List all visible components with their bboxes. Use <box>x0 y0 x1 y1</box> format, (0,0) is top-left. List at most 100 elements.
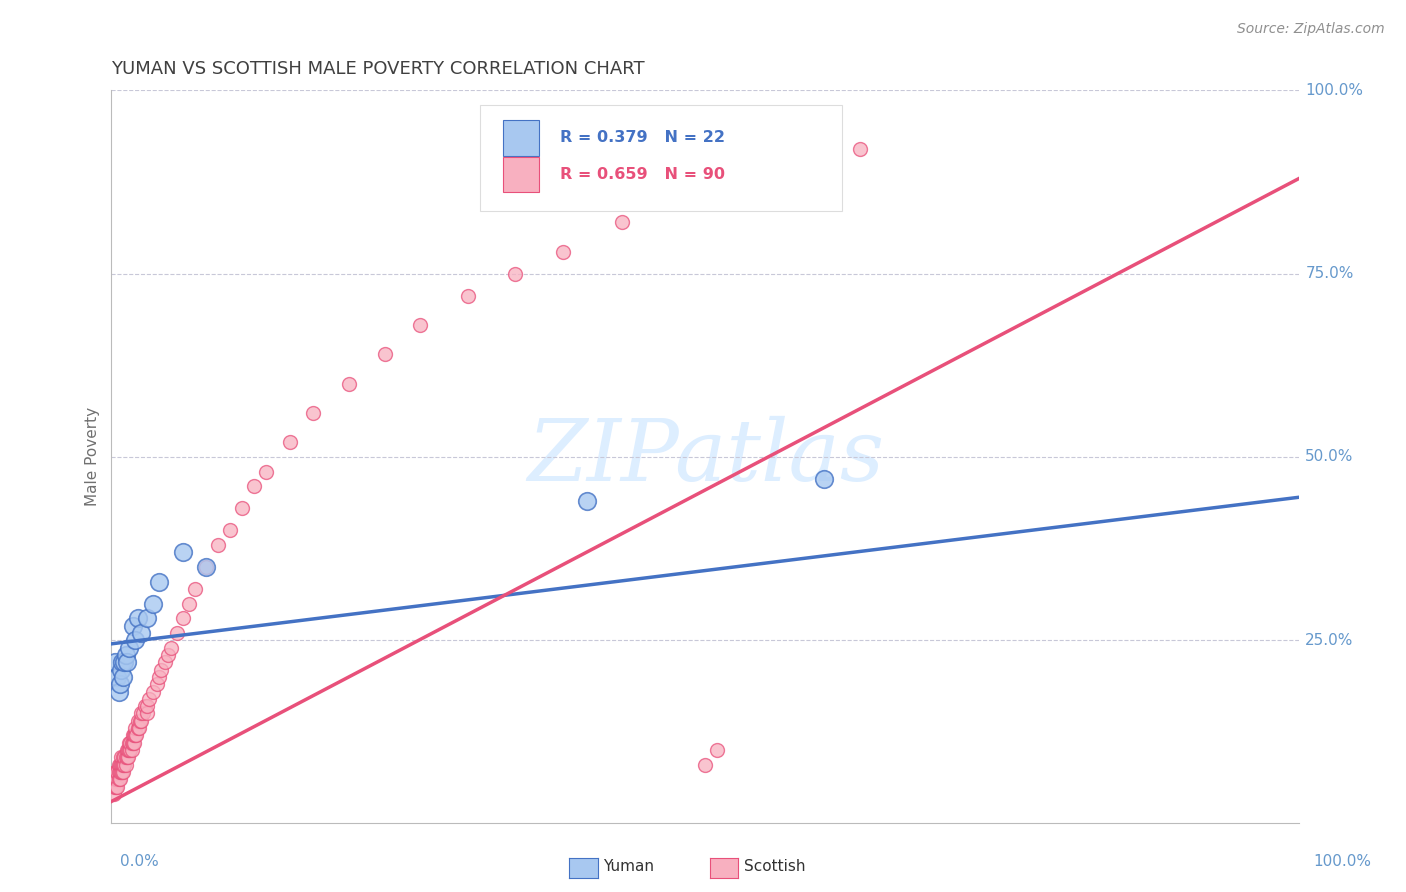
Point <box>121 729 143 743</box>
Point <box>166 625 188 640</box>
Point <box>789 156 811 170</box>
Point <box>115 750 138 764</box>
Text: 0.0%: 0.0% <box>120 855 159 869</box>
Point <box>148 670 170 684</box>
Point <box>254 465 277 479</box>
Text: YUMAN VS SCOTTISH MALE POVERTY CORRELATION CHART: YUMAN VS SCOTTISH MALE POVERTY CORRELATI… <box>111 60 645 78</box>
Point <box>108 677 131 691</box>
Text: 75.0%: 75.0% <box>1305 266 1354 281</box>
Point <box>195 559 218 574</box>
Point <box>124 729 146 743</box>
Point <box>111 757 134 772</box>
Point <box>122 736 145 750</box>
Point <box>183 582 205 596</box>
Point <box>108 757 131 772</box>
Point <box>159 640 181 655</box>
Point <box>110 765 132 780</box>
Point <box>457 288 479 302</box>
Point <box>278 435 301 450</box>
Point <box>136 699 159 714</box>
Point <box>108 765 131 780</box>
Point <box>129 625 152 640</box>
Point <box>110 663 132 677</box>
Point <box>136 611 159 625</box>
Point <box>172 545 194 559</box>
Point <box>505 267 527 281</box>
Point <box>128 721 150 735</box>
Point <box>110 750 132 764</box>
Point <box>105 772 128 787</box>
Point <box>409 318 432 332</box>
Point <box>243 479 266 493</box>
Point <box>374 347 396 361</box>
Point <box>115 655 138 669</box>
Point <box>104 780 127 794</box>
Point <box>118 736 141 750</box>
Y-axis label: Male Poverty: Male Poverty <box>86 408 100 507</box>
Point <box>114 648 136 662</box>
Point <box>129 714 152 728</box>
Point <box>120 736 142 750</box>
Point <box>706 743 728 757</box>
Text: 50.0%: 50.0% <box>1305 450 1354 465</box>
Point <box>111 655 134 669</box>
Point <box>110 757 132 772</box>
Point <box>134 699 156 714</box>
Point <box>111 765 134 780</box>
Point <box>148 574 170 589</box>
Text: Yuman: Yuman <box>603 859 654 873</box>
Point <box>107 772 129 787</box>
Point <box>114 750 136 764</box>
Point <box>153 655 176 669</box>
Text: ZIPatlas: ZIPatlas <box>527 416 884 499</box>
Point <box>114 655 136 669</box>
Point <box>177 597 200 611</box>
Point <box>105 780 128 794</box>
Text: Source: ZipAtlas.com: Source: ZipAtlas.com <box>1237 22 1385 37</box>
Point <box>120 743 142 757</box>
Point <box>112 750 135 764</box>
Point <box>105 765 128 780</box>
Point <box>127 714 149 728</box>
Text: Scottish: Scottish <box>744 859 806 873</box>
Point <box>114 750 136 764</box>
Point <box>129 714 152 728</box>
Point <box>337 376 360 391</box>
Point <box>127 721 149 735</box>
Point <box>575 494 598 508</box>
Point <box>150 663 173 677</box>
Point <box>117 750 139 764</box>
Point <box>695 757 717 772</box>
Point <box>112 757 135 772</box>
Text: 100.0%: 100.0% <box>1305 83 1364 98</box>
Point <box>124 721 146 735</box>
Point <box>157 648 180 662</box>
Point <box>136 706 159 721</box>
Point <box>612 215 634 229</box>
Point <box>138 691 160 706</box>
Point <box>103 772 125 787</box>
Point <box>105 670 128 684</box>
Text: 25.0%: 25.0% <box>1305 632 1354 648</box>
Point <box>105 772 128 787</box>
Point <box>121 618 143 632</box>
Point <box>118 743 141 757</box>
Point <box>849 142 872 156</box>
Point <box>104 655 127 669</box>
Point <box>195 559 218 574</box>
Point <box>172 611 194 625</box>
Point <box>114 757 136 772</box>
Point <box>105 780 128 794</box>
Point <box>132 706 155 721</box>
Text: 100.0%: 100.0% <box>1313 855 1371 869</box>
Bar <box>503 157 538 192</box>
Point <box>127 611 149 625</box>
Point <box>142 597 165 611</box>
Point <box>231 501 253 516</box>
Point <box>104 772 127 787</box>
Point <box>107 765 129 780</box>
Point <box>121 736 143 750</box>
Point <box>671 193 693 207</box>
Point <box>104 765 127 780</box>
Point <box>121 736 143 750</box>
